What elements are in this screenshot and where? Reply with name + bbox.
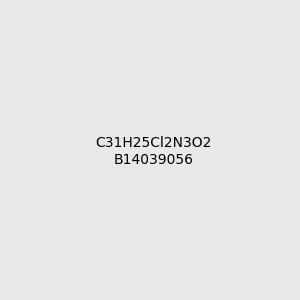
Text: C31H25Cl2N3O2
B14039056: C31H25Cl2N3O2 B14039056 xyxy=(96,136,212,166)
